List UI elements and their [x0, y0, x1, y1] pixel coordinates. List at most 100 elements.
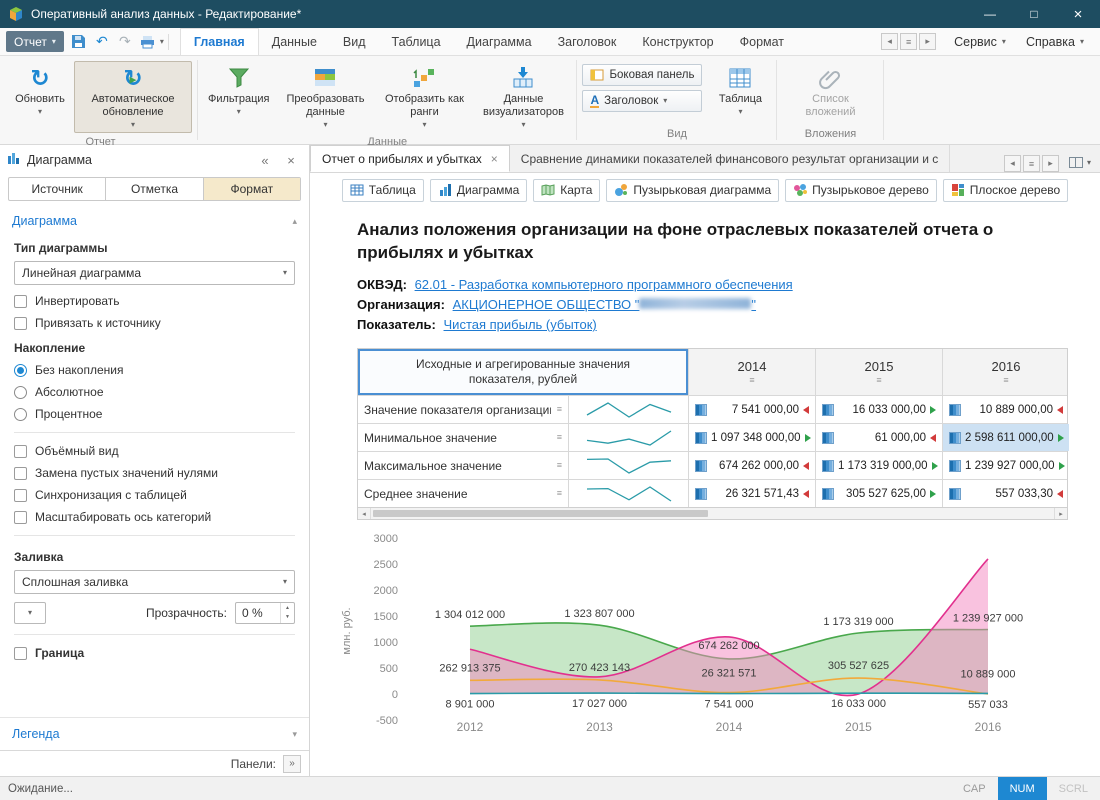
panels-expand-button[interactable]: »	[283, 754, 301, 773]
pager-list-icon[interactable]: ≡	[1022, 155, 1040, 172]
value-cell[interactable]: 674 262 000,00	[688, 452, 815, 480]
replace-empty-checkbox-row[interactable]: Замена пустых значений нулями	[0, 462, 309, 484]
section-header-legend[interactable]: Легенда ▾	[0, 717, 309, 750]
chevron-down-icon[interactable]: ▾	[159, 36, 164, 46]
side-panel-button[interactable]: Боковая панель	[582, 64, 703, 86]
show-as-ranks-button[interactable]: Отобразить как ранги ▾	[376, 61, 472, 133]
ribbon-tab-chart[interactable]: Диаграмма	[466, 34, 532, 49]
ribbon-tab-view[interactable]: Вид	[342, 34, 366, 49]
close-button[interactable]: ×	[1073, 5, 1083, 23]
menu-help[interactable]: Справка ▾	[1016, 35, 1094, 49]
view-button-flat-tree[interactable]: Плоское дерево	[942, 178, 1069, 202]
minimize-button[interactable]: —	[984, 7, 996, 21]
sync-table-checkbox-row[interactable]: Синхронизация с таблицей	[0, 484, 309, 506]
attachment-list-button[interactable]: Список вложений	[782, 61, 878, 125]
close-panel-button[interactable]: ×	[287, 152, 295, 168]
acc-none-radio[interactable]	[14, 363, 27, 377]
value-cell[interactable]: 7 541 000,00	[688, 396, 815, 424]
report-menu-button[interactable]: Отчет ▾	[6, 31, 64, 52]
maximize-button[interactable]: □	[1030, 7, 1038, 21]
panel-tab-mark[interactable]: Отметка	[106, 178, 204, 200]
year-header-2016[interactable]: 2016 ≡	[942, 349, 1069, 396]
bind-source-checkbox[interactable]	[14, 316, 27, 330]
acc-pct-radio[interactable]	[14, 407, 27, 421]
view-button-bubble-chart[interactable]: Пузырьковая диаграмма	[606, 178, 780, 202]
border-checkbox-row[interactable]: Граница	[0, 642, 309, 664]
invert-checkbox[interactable]	[14, 294, 27, 308]
value-cell[interactable]: 1 097 348 000,00	[688, 424, 815, 452]
panel-tab-source[interactable]: Источник	[9, 178, 107, 200]
close-tab-icon[interactable]: ×	[490, 151, 498, 166]
year-header-2014[interactable]: 2014 ≡	[688, 349, 815, 396]
replace-empty-checkbox[interactable]	[14, 466, 27, 480]
table-corner-header[interactable]: Исходные и агрегированные значения показ…	[358, 349, 688, 396]
ribbon-tab-designer[interactable]: Конструктор	[642, 34, 714, 49]
value-cell[interactable]: 557 033,30	[942, 480, 1069, 508]
acc-pct-radio-row[interactable]: Процентное	[0, 403, 309, 425]
view-button-bubble-tree[interactable]: Пузырьковое дерево	[785, 178, 937, 202]
value-cell[interactable]: 10 889 000,00	[942, 396, 1069, 424]
fill-type-select[interactable]: Сплошная заливка ▾	[14, 570, 295, 594]
print-button[interactable]	[137, 31, 159, 53]
organization-link[interactable]: АКЦИОНЕРНОЕ ОБЩЕСТВО " "	[452, 297, 757, 313]
view-button-table[interactable]: Таблица	[341, 178, 424, 202]
ribbon-tab-data[interactable]: Данные	[271, 34, 317, 49]
doc-tab-dynamics-comparison[interactable]: Сравнение динамики показателей финансово…	[510, 145, 951, 172]
menu-service[interactable]: Сервис ▾	[944, 35, 1016, 49]
undo-button[interactable]: ↶	[96, 33, 108, 49]
sync-table-checkbox[interactable]	[14, 488, 27, 502]
pager-left-icon[interactable]: ◂	[881, 33, 899, 50]
ribbon-tab-table[interactable]: Таблица	[391, 34, 441, 49]
view-button-chart[interactable]: Диаграмма	[429, 178, 528, 202]
header-toggle-button[interactable]: A Заголовок ▾	[582, 90, 703, 112]
volume-checkbox-row[interactable]: Объёмный вид	[0, 440, 309, 462]
value-cell[interactable]: 1 239 927 000,00	[942, 452, 1069, 480]
ribbon-tab-home[interactable]: Главная	[179, 28, 259, 55]
scale-axis-checkbox[interactable]	[14, 510, 27, 524]
row-label-cell[interactable]: Значение показателя организации ≡	[358, 396, 568, 423]
row-label-cell[interactable]: Максимальное значение ≡	[358, 452, 568, 479]
doc-tab-profit-report[interactable]: Отчет о прибылях и убытках ×	[310, 145, 510, 172]
filter-button[interactable]: Фильтрация ▾	[203, 61, 274, 133]
okved-link[interactable]: 62.01 - Разработка компьютерного програм…	[414, 276, 793, 292]
scrollbar-thumb[interactable]	[373, 510, 708, 518]
redo-button[interactable]: ↷	[119, 33, 131, 49]
invert-checkbox-row[interactable]: Инвертировать	[0, 290, 309, 312]
spin-up-icon[interactable]: ▲	[285, 605, 290, 611]
transparency-spinner[interactable]: 0 % ▲ ▼	[235, 602, 295, 624]
pager-right-icon[interactable]: ▸	[1041, 155, 1059, 172]
volume-checkbox[interactable]	[14, 444, 27, 458]
value-cell[interactable]: 16 033 000,00	[815, 396, 942, 424]
chart-type-select[interactable]: Линейная диаграмма ▾	[14, 261, 295, 285]
value-cell[interactable]: 61 000,00	[815, 424, 942, 452]
acc-abs-radio-row[interactable]: Абсолютное	[0, 381, 309, 403]
value-cell[interactable]: 26 321 571,43	[688, 480, 815, 508]
refresh-button[interactable]: ↻ Обновить ▾	[9, 61, 71, 133]
acc-abs-radio[interactable]	[14, 385, 27, 399]
fill-color-dropdown[interactable]: ▾	[14, 602, 46, 624]
scroll-left-icon[interactable]: ◂	[358, 508, 371, 520]
collapse-panel-button[interactable]: «	[261, 152, 269, 168]
row-label-cell[interactable]: Минимальное значение ≡	[358, 424, 568, 451]
visualizer-data-button[interactable]: Данные визуализаторов ▾	[475, 61, 571, 133]
bind-source-checkbox-row[interactable]: Привязать к источнику	[0, 312, 309, 334]
panel-tab-format[interactable]: Формат	[203, 178, 300, 200]
pager-left-icon[interactable]: ◂	[1003, 155, 1021, 172]
spin-down-icon[interactable]: ▼	[285, 614, 290, 620]
ribbon-tab-title[interactable]: Заголовок	[557, 34, 617, 49]
table-toggle-button[interactable]: Таблица ▾	[709, 61, 771, 125]
transform-data-button[interactable]: Преобразовать данные ▾	[277, 61, 373, 133]
scale-axis-checkbox-row[interactable]: Масштабировать ось категорий	[0, 506, 309, 528]
section-header-chart[interactable]: Диаграмма ▴	[12, 214, 297, 228]
value-cell[interactable]: 305 527 625,00	[815, 480, 942, 508]
split-layout-button[interactable]: ▾	[1068, 157, 1091, 168]
row-label-cell[interactable]: Среднее значение ≡	[358, 480, 568, 507]
horizontal-scrollbar[interactable]: ◂ ▸	[357, 507, 1068, 521]
year-header-2015[interactable]: 2015 ≡	[815, 349, 942, 396]
view-button-map[interactable]: Карта	[533, 178, 601, 202]
pager-list-icon[interactable]: ≡	[900, 33, 918, 50]
pager-right-icon[interactable]: ▸	[919, 33, 937, 50]
acc-none-radio-row[interactable]: Без накопления	[0, 359, 309, 381]
ribbon-tab-format[interactable]: Формат	[739, 34, 785, 49]
auto-refresh-button[interactable]: ↻ ▶ Автоматическое обновление ▾	[74, 61, 192, 134]
